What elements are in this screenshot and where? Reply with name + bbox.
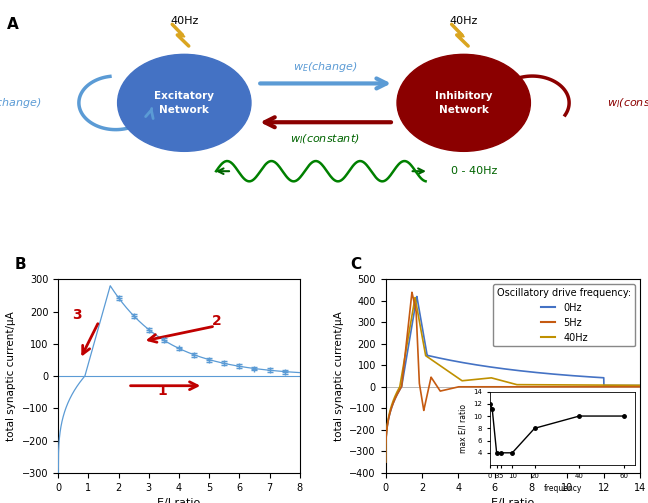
40Hz bbox=[411, 295, 419, 301]
5Hz bbox=[636, 384, 644, 390]
0Hz bbox=[478, 363, 485, 369]
0Hz bbox=[413, 293, 421, 299]
0Hz bbox=[634, 382, 642, 388]
Text: 3: 3 bbox=[72, 308, 82, 321]
5Hz bbox=[382, 459, 389, 465]
5Hz bbox=[408, 289, 416, 295]
Text: $w_E$(change): $w_E$(change) bbox=[293, 60, 358, 74]
Line: 0Hz: 0Hz bbox=[386, 296, 640, 462]
40Hz bbox=[478, 376, 485, 382]
5Hz bbox=[634, 384, 642, 390]
Text: 1: 1 bbox=[158, 384, 168, 398]
0Hz bbox=[443, 357, 451, 363]
Legend: 0Hz, 5Hz, 40Hz: 0Hz, 5Hz, 40Hz bbox=[493, 284, 635, 347]
40Hz bbox=[496, 377, 503, 383]
Circle shape bbox=[397, 54, 530, 151]
5Hz bbox=[441, 387, 448, 393]
0Hz bbox=[382, 459, 389, 465]
0Hz bbox=[442, 357, 450, 363]
Text: $w_I$(constant): $w_I$(constant) bbox=[290, 133, 360, 146]
40Hz bbox=[443, 368, 451, 374]
Text: Inhibitory
Network: Inhibitory Network bbox=[435, 91, 492, 115]
0Hz bbox=[496, 365, 503, 371]
Text: Excitatory
Network: Excitatory Network bbox=[154, 91, 214, 115]
Line: 5Hz: 5Hz bbox=[386, 292, 640, 462]
Text: B: B bbox=[15, 257, 27, 272]
5Hz bbox=[442, 387, 450, 393]
5Hz bbox=[496, 384, 503, 390]
Polygon shape bbox=[172, 24, 189, 46]
40Hz bbox=[636, 382, 644, 388]
Text: C: C bbox=[350, 257, 361, 272]
Y-axis label: total synaptic current/μA: total synaptic current/μA bbox=[6, 311, 16, 441]
Text: $w_E$(change): $w_E$(change) bbox=[0, 96, 41, 110]
40Hz bbox=[441, 366, 448, 372]
0Hz bbox=[636, 382, 644, 388]
Y-axis label: total synaptic current/μA: total synaptic current/μA bbox=[334, 311, 343, 441]
40Hz bbox=[442, 367, 450, 373]
5Hz bbox=[478, 384, 485, 390]
Polygon shape bbox=[452, 24, 468, 46]
0Hz bbox=[441, 356, 448, 362]
Line: 40Hz: 40Hz bbox=[386, 298, 640, 462]
Text: 40Hz: 40Hz bbox=[450, 16, 478, 26]
Text: 2: 2 bbox=[213, 314, 222, 328]
5Hz bbox=[443, 386, 451, 392]
Text: A: A bbox=[6, 18, 18, 32]
X-axis label: E/I ratio: E/I ratio bbox=[491, 498, 535, 503]
X-axis label: E/I ratio: E/I ratio bbox=[157, 498, 201, 503]
Text: 0 - 40Hz: 0 - 40Hz bbox=[451, 166, 498, 176]
Text: 40Hz: 40Hz bbox=[170, 16, 198, 26]
Circle shape bbox=[117, 54, 251, 151]
Text: $w_I$(constant): $w_I$(constant) bbox=[607, 96, 648, 110]
40Hz bbox=[382, 459, 389, 465]
40Hz bbox=[634, 382, 642, 388]
